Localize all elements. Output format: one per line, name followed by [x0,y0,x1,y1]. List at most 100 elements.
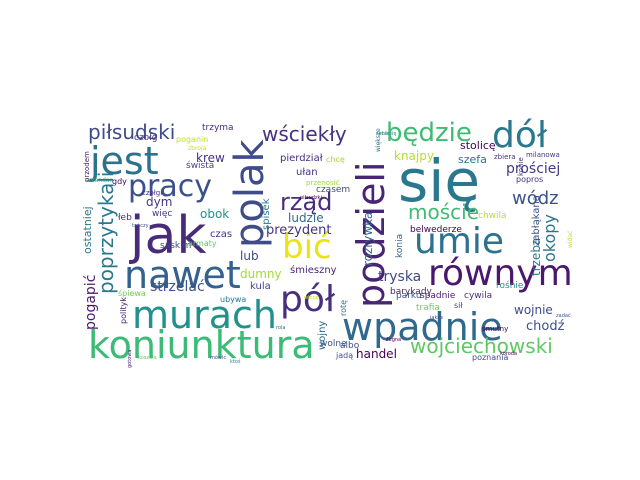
word-poznania: poznania [472,353,509,362]
word-czolgi: czołgi [142,189,163,197]
word-parku: parku [396,291,422,301]
word-smutny: smutny [482,325,509,333]
word-jada: jadą [336,351,354,360]
word-wolne: wolne [320,339,347,349]
word-cywila: cywila [464,291,493,301]
word-koszula: koszula [138,355,157,361]
word-szefa: szefa [458,153,487,166]
word-sobie: sobie [376,131,390,137]
word-chce: chcę [326,155,345,164]
word-dumny: dumny [240,267,282,281]
word-ubywa: ubywa [220,295,247,304]
word-swista: śwista [186,161,215,171]
word-umie: umie [414,221,505,262]
word-handel: handel [356,347,397,361]
word-trzyma: trzyma [202,123,234,133]
word-cloud: się jak jest nawet koniunktura murach wp… [80,118,580,368]
word-ktos: ktoś [230,359,241,365]
word-wsciekly: wściekły [262,122,347,146]
word-sztandar: sztandar [86,177,113,184]
word-pilsudski: piłsudski [88,120,176,144]
word-rote: rotę [339,299,348,316]
word-gdy: gdy [112,177,127,186]
word-wieksze: większe [375,128,382,152]
word-ludzie: ludzie [288,211,324,225]
word-chwila: chwila [478,211,507,221]
word-tryska: tryska [378,269,422,285]
word-pogapic: pogapić [83,274,99,330]
word-polak: polak [227,139,273,248]
word-jest: jest [90,139,159,183]
word-ulan: ułan [296,167,318,178]
word-widac: widać [567,230,574,248]
word-jak: jak [130,206,207,266]
word-czas: czas [210,229,233,240]
word-saskim: saskim [160,241,192,251]
word-prezydent: prezydent [266,223,332,238]
word-wiec: więc [152,209,173,219]
word-lub: lub [240,249,259,263]
word-smieszny: śmieszny [290,265,337,276]
word-barykady: barykady [390,287,432,297]
word-zablakana: zabłąkana [531,195,542,246]
word-poprzytykali: poprzytykali [94,171,118,294]
word-polityk: polityk [119,297,128,324]
word-przodem: przodem [83,151,91,182]
word-zbiera: zbiera [494,153,516,161]
word-rozrywka: rozrywka [361,211,375,266]
word-chodz: chodź [526,319,565,334]
word-pol: pół [280,279,336,320]
word-leb: łeb [118,213,132,223]
word-mowic: mówić [210,355,227,361]
word-milanowa: milanowa [526,151,560,159]
word-prosciej: prościej [506,161,561,177]
word-sie: się [398,147,481,215]
word-wojciechowski: wojciechowski [410,334,553,358]
word-bic: bić [282,227,332,267]
word-czasem: czasem [316,185,351,195]
word-moscie: moście [408,200,479,224]
word-jakze: jakże [430,315,444,321]
word-pracy: pracy [128,169,213,204]
word-albo: albo [340,341,360,351]
word-nawet: nawet [124,253,241,297]
word-knajpy: knajpy [394,149,434,163]
word-konie: konie [517,157,525,176]
word-koniunktura: koniunktura [88,323,315,367]
word-przenosic: przenosić [306,179,340,187]
word-stolice: stolicę [460,139,496,152]
word-rownym: równym [428,253,573,294]
word-tanczy: tańczy [132,223,149,229]
word-krew: krew [196,151,225,165]
word-mowie: mówię [380,131,397,137]
word-spiewa: śpiewa [118,289,146,298]
word-popros: popros [516,175,544,184]
word-zbroja: zbroja [188,145,207,152]
word-konia: konia [395,233,405,258]
word-spadnie: spadnie [420,291,456,301]
word-ostatniej: ostatniej [81,206,94,254]
word-trafia: trafia [416,303,440,313]
word-wpadnie: wpadnie [342,305,503,349]
word-spisek: spisek [261,198,272,231]
word-gotowa: gotowa [127,349,133,368]
word-belwederze: belwederze [410,225,462,235]
word-dol: dół [492,118,548,156]
word-okopy: okopy [540,214,559,262]
word-koroda: koroda [500,351,518,357]
word-dym: dym [146,195,173,209]
word-wodz: wódz [512,188,559,209]
word-wloce: włóce [304,295,319,301]
word-czolg: czołg [134,133,158,143]
word-wojnie: wojnie [514,303,553,317]
word-strzelac: strzelać [150,279,205,295]
word-pierdzial: pierdział [280,153,323,164]
word-bedzie: będzie [386,118,472,148]
word-murach: murach [132,293,277,337]
word-armaty: armaty [188,239,217,248]
word-pilsudzki: piłsudzki [300,195,322,201]
word-zadac: zadać [556,313,571,319]
word-rosnie: rośnie [496,281,524,291]
word-sil: sił [454,301,463,310]
word-obok: obok [200,207,230,221]
